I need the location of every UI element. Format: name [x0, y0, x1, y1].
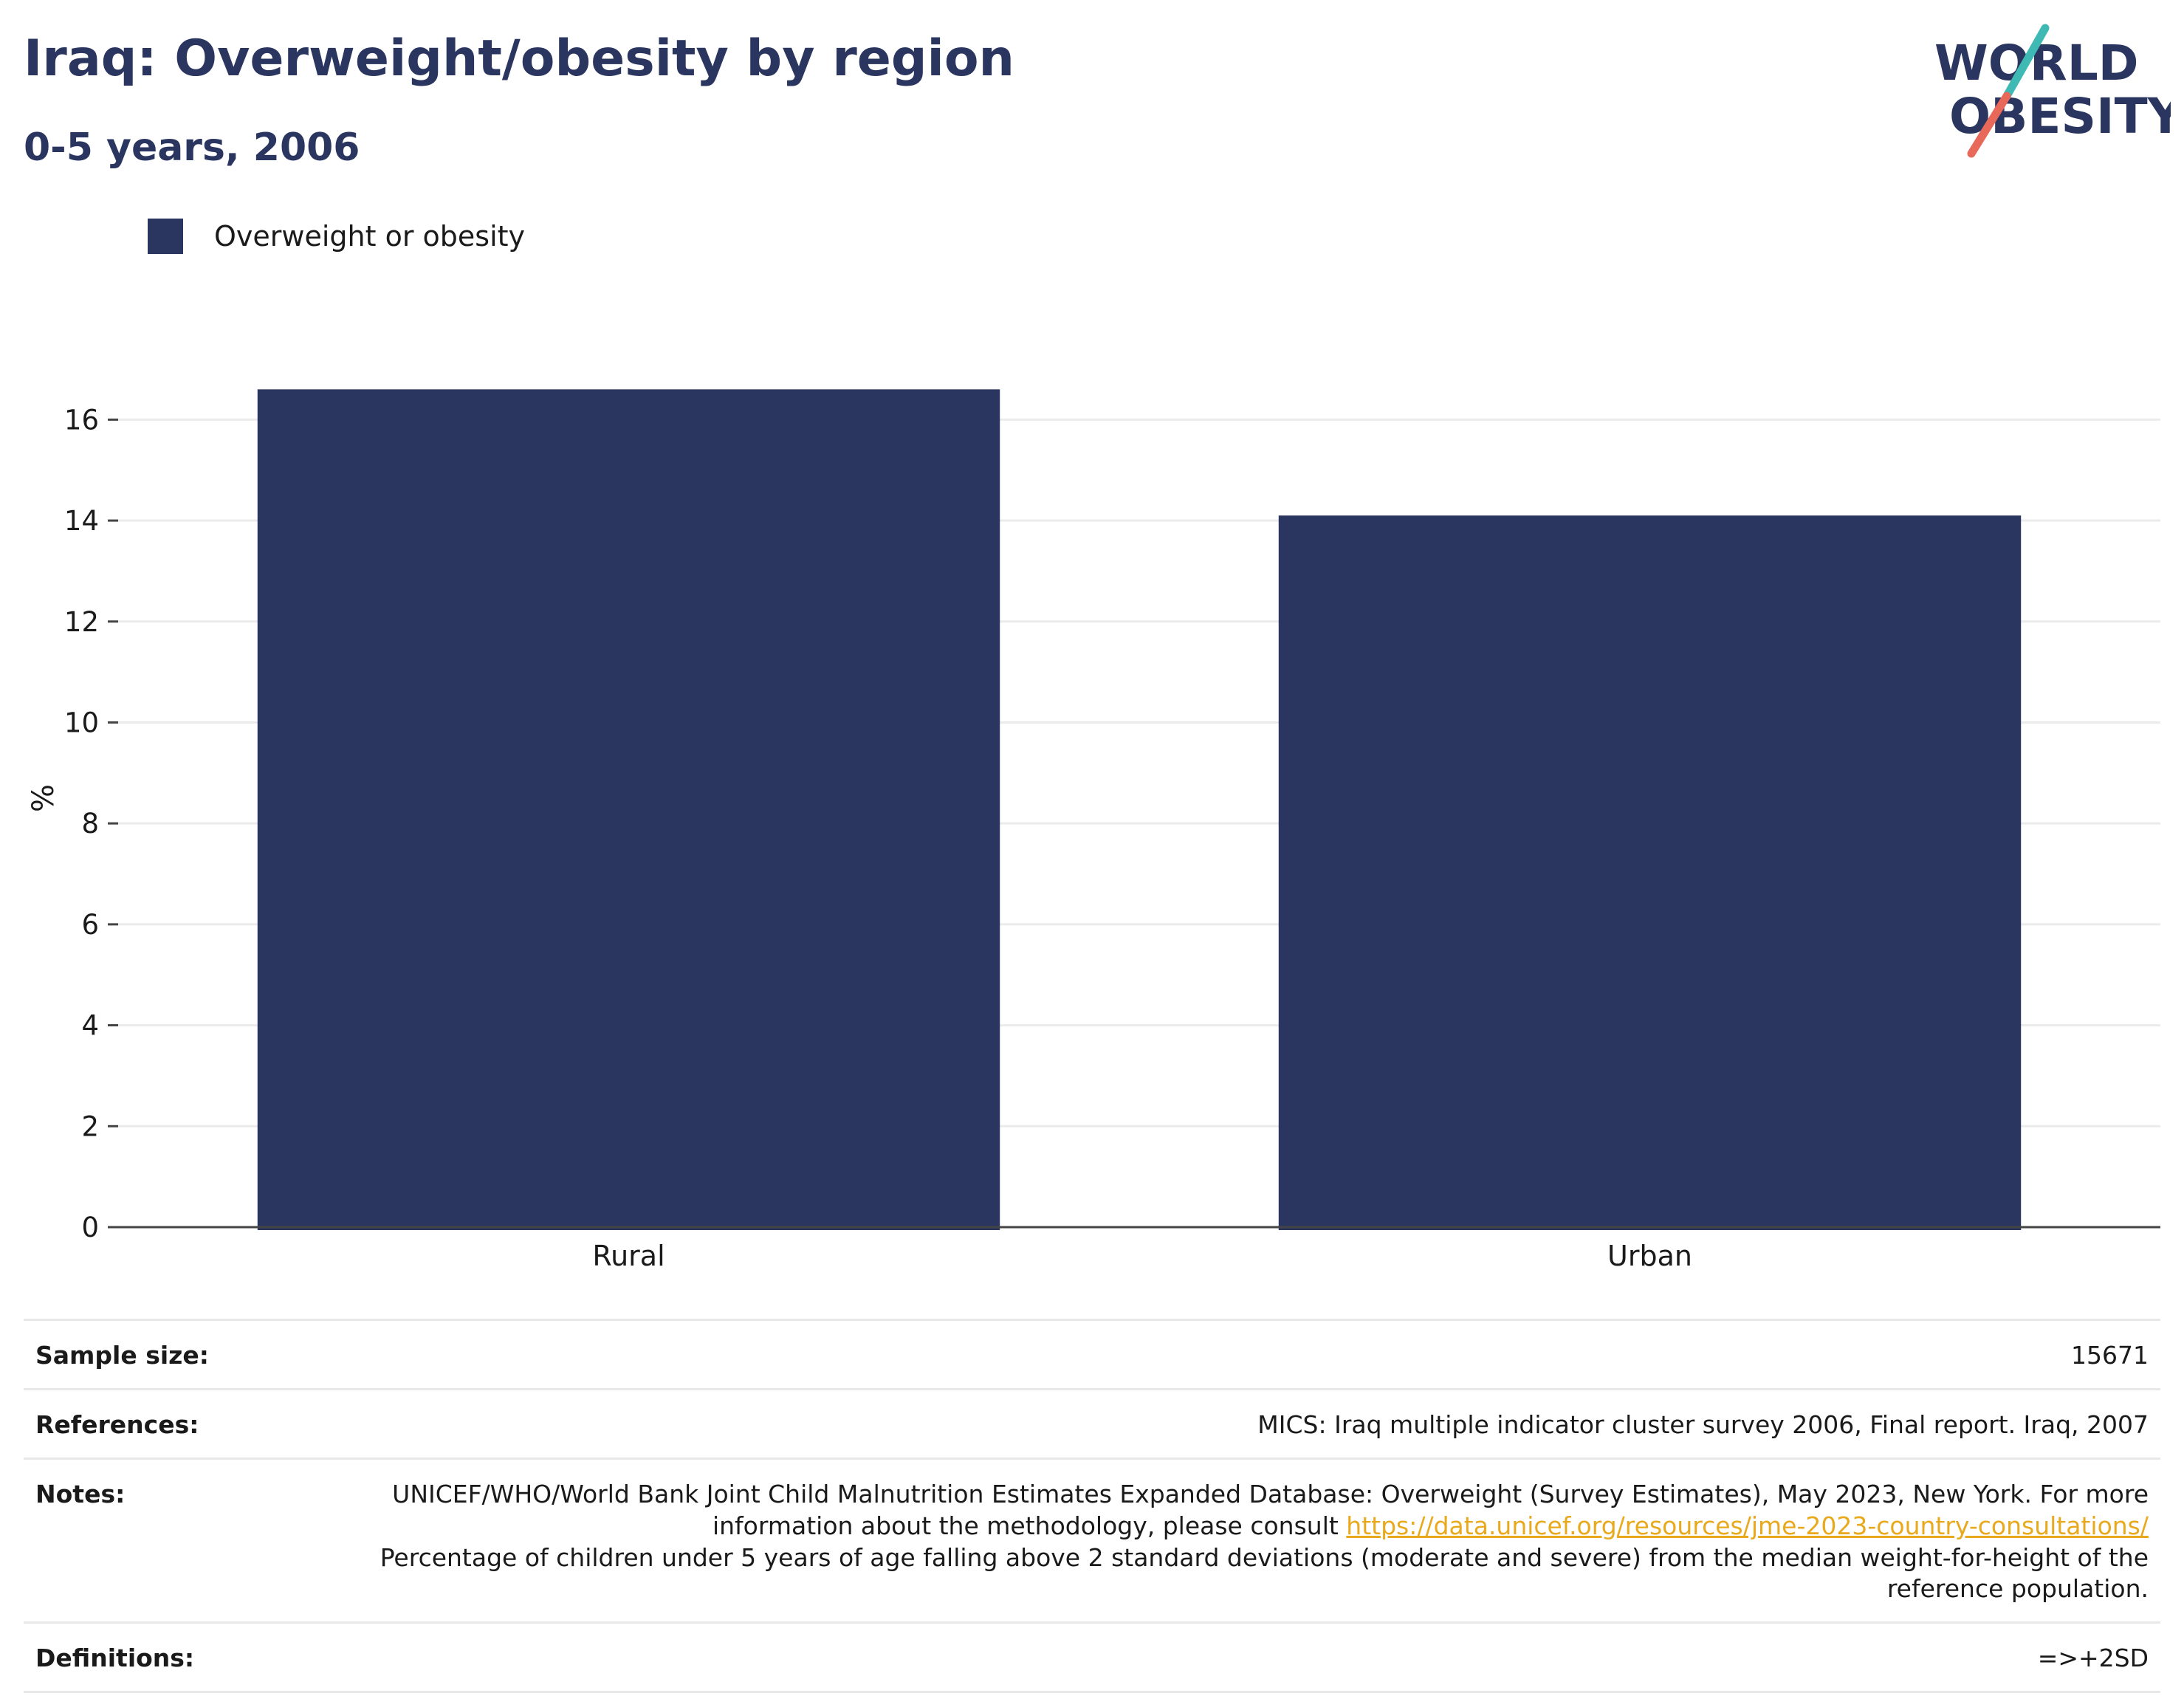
- definitions-label: Definitions:: [24, 1621, 269, 1694]
- y-tick-label: 14: [64, 505, 99, 537]
- info-row-references: References: MICS: Iraq multiple indicato…: [24, 1387, 2160, 1459]
- world-obesity-logo: WORLD OBESITY: [1934, 24, 2171, 158]
- bar-chart: 0 2 4 6 8 10 12 14 16 Rural Urban%: [27, 389, 2160, 1272]
- notes-text-1: UNICEF/WHO/World Bank Joint Child Malnut…: [392, 1479, 2149, 1540]
- legend-label: Overweight or obesity: [214, 220, 526, 253]
- bar-rural: [257, 389, 1000, 1230]
- y-tick-label: 10: [64, 707, 99, 738]
- y-tick-label: 8: [81, 808, 99, 840]
- info-row-definitions: Definitions: =>+2SD: [24, 1621, 2160, 1694]
- notes-label: Notes:: [24, 1457, 269, 1623]
- sample-size-label: Sample size:: [24, 1319, 269, 1390]
- logo-slash-teal: [2002, 24, 2050, 100]
- definitions-value: =>+2SD: [269, 1621, 2160, 1694]
- chart-title: Iraq: Overweight/obesity by region: [24, 30, 1014, 88]
- info-table: Sample size: 15671 References: MICS: Ira…: [24, 1319, 2160, 1694]
- legend-swatch: [148, 219, 183, 254]
- bar-urban: [1278, 515, 2022, 1230]
- chart-subtitle: 0-5 years, 2006: [24, 126, 360, 170]
- legend: Overweight or obesity: [148, 219, 525, 254]
- y-tick-label: 16: [64, 404, 99, 436]
- sample-size-value: 15671: [269, 1319, 2160, 1390]
- y-tick-label: 2: [81, 1110, 99, 1142]
- references-value: MICS: Iraq multiple indicator cluster su…: [269, 1387, 2160, 1459]
- y-axis-label: %: [27, 784, 61, 812]
- notes-text-2: Percentage of children under 5 years of …: [380, 1542, 2149, 1604]
- y-tick-label: 4: [81, 1010, 99, 1042]
- y-tick-label: 0: [81, 1212, 99, 1243]
- y-tick-label: 12: [64, 606, 99, 638]
- references-label: References:: [24, 1387, 269, 1459]
- info-row-notes: Notes: UNICEF/WHO/World Bank Joint Child…: [24, 1457, 2160, 1623]
- x-tick-label: Urban: [1607, 1240, 1692, 1272]
- notes-link[interactable]: https://data.unicef.org/resources/jme-20…: [1346, 1511, 2149, 1540]
- x-tick-label: Rural: [592, 1240, 665, 1272]
- logo-slash-coral: [1967, 92, 2011, 158]
- y-tick-label: 6: [81, 909, 99, 941]
- notes-value: UNICEF/WHO/World Bank Joint Child Malnut…: [269, 1457, 2160, 1623]
- info-row-sample-size: Sample size: 15671: [24, 1319, 2160, 1390]
